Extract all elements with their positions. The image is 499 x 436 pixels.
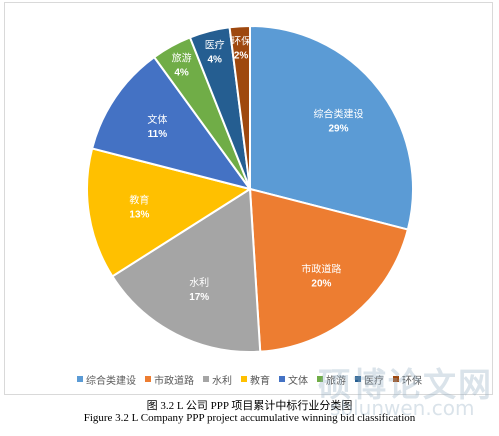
chart-frame: 综合类建设 29% 市政道路 20% 水利 17% 教育 13% 文体 11% 旅游 4% 医疗 4% 环保… [4,2,493,395]
slice-category-label: 市政道路 [301,262,341,275]
legend-label: 水利 [212,375,232,387]
slice-percent-label: 4% [207,55,222,66]
watermark-url: sblunwen.com [330,396,475,420]
chart-legend: 综合类建设 市政道路 水利 教育 文体 旅游 医疗 环保 [77,371,422,387]
slice-percent-label: 11% [148,129,168,140]
legend-label: 市政道路 [154,375,194,387]
legend-label: 旅游 [326,375,346,387]
slice-category-label: 水利 [189,277,209,289]
legend-item-1: 综合类建设 [77,372,136,387]
legend-item-6: 旅游 [317,372,346,387]
slice-category-label: 教育 [129,194,149,207]
legend-item-8: 环保 [393,372,422,387]
slice-category-label: 医疗 [205,39,225,52]
legend-item-3: 水利 [203,372,232,387]
slice-category-label: 环保 [231,34,251,47]
legend-swatch [279,376,285,382]
legend-label: 环保 [402,375,422,387]
slice-percent-label: 2% [234,50,249,61]
legend-label: 综合类建设 [86,375,136,387]
figure-caption-english: Figure 3.2 L Company PPP project accumul… [83,412,416,424]
slice-category-label: 文体 [147,113,167,126]
slice-percent-label: 13% [129,210,149,221]
slice-percent-label: 17% [189,292,209,303]
figure-caption-chinese: 图 3.2 L 公司 PPP 项目累计中标行业分类图 [146,400,353,412]
slice-category-label: 综合类建设 [314,107,364,120]
pie-slice-1 [249,24,414,231]
legend-swatch [317,376,323,382]
legend-item-5: 文体 [279,372,308,387]
pie-slice-5 [90,55,253,191]
slice-category-label: 旅游 [172,52,192,65]
legend-swatch [355,376,361,382]
pie-slice-4 [85,147,253,278]
legend-item-7: 医疗 [355,372,384,387]
watermark-text: 硕博论文网 [318,365,493,404]
slice-percent-label: 29% [328,123,348,134]
pie-slice-8 [228,24,251,190]
legend-swatch [203,376,209,382]
legend-swatch [393,376,399,382]
pie-slice-2 [248,187,410,353]
slice-percent-label: 20% [311,278,331,289]
pie-chart: 综合类建设 29% 市政道路 20% 水利 17% 教育 13% 文体 11% 旅游 4% 医疗 4% 环保… [85,24,414,354]
legend-swatch [241,376,247,382]
slice-percent-label: 4% [174,68,189,79]
legend-item-4: 教育 [241,372,270,387]
legend-item-2: 市政道路 [145,372,194,387]
legend-label: 文体 [288,375,308,387]
legend-label: 医疗 [364,375,384,387]
pie-slice-3 [110,187,262,354]
legend-swatch [145,376,151,382]
legend-label: 教育 [250,375,270,387]
legend-swatch [77,376,83,382]
